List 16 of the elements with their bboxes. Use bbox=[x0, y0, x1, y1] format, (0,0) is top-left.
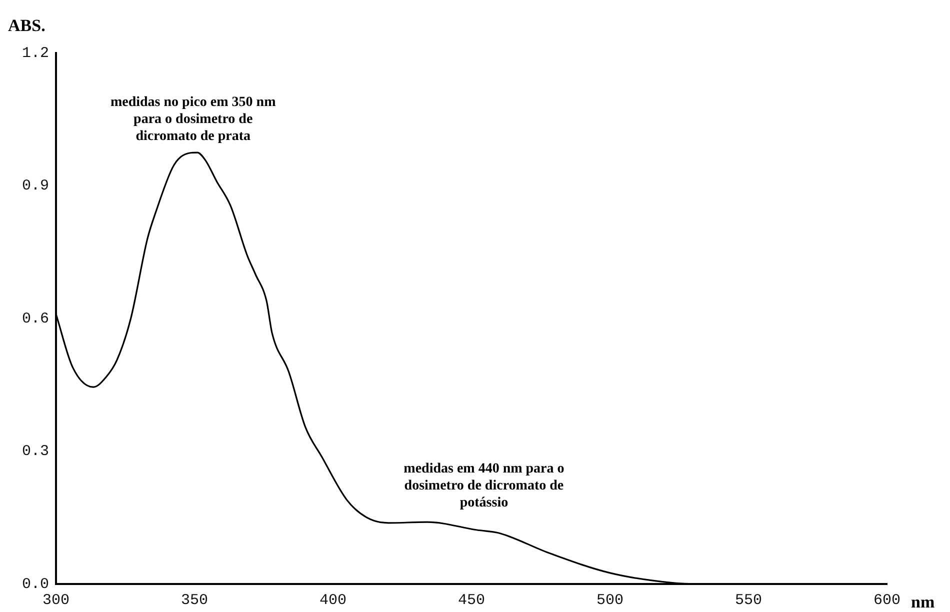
y-tick-label: 0.6 bbox=[22, 310, 49, 328]
x-tick-label: 450 bbox=[458, 592, 486, 609]
y-tick-label: 0.0 bbox=[22, 576, 49, 593]
x-tick-label: 500 bbox=[596, 592, 624, 609]
annotation: medidas em 440 nm para o dosimetro de dicromato de potássio bbox=[404, 461, 564, 510]
y-tick-label: 0.9 bbox=[22, 178, 49, 195]
y-tick-label: 1.2 bbox=[22, 44, 49, 62]
x-tick-label: 550 bbox=[734, 592, 762, 609]
x-tick-label: 300 bbox=[42, 592, 70, 609]
x-tick-label: 350 bbox=[180, 592, 208, 609]
y-axis-title: ABS. bbox=[8, 16, 46, 35]
annotation: medidas no pico em 350 nm para o dosimetro de dicromato de prata bbox=[110, 95, 276, 144]
x-tick-label: 600 bbox=[873, 592, 901, 609]
x-tick-label: 400 bbox=[319, 592, 347, 609]
x-axis-title: nm bbox=[911, 592, 935, 612]
y-tick-label: 0.3 bbox=[22, 443, 49, 460]
